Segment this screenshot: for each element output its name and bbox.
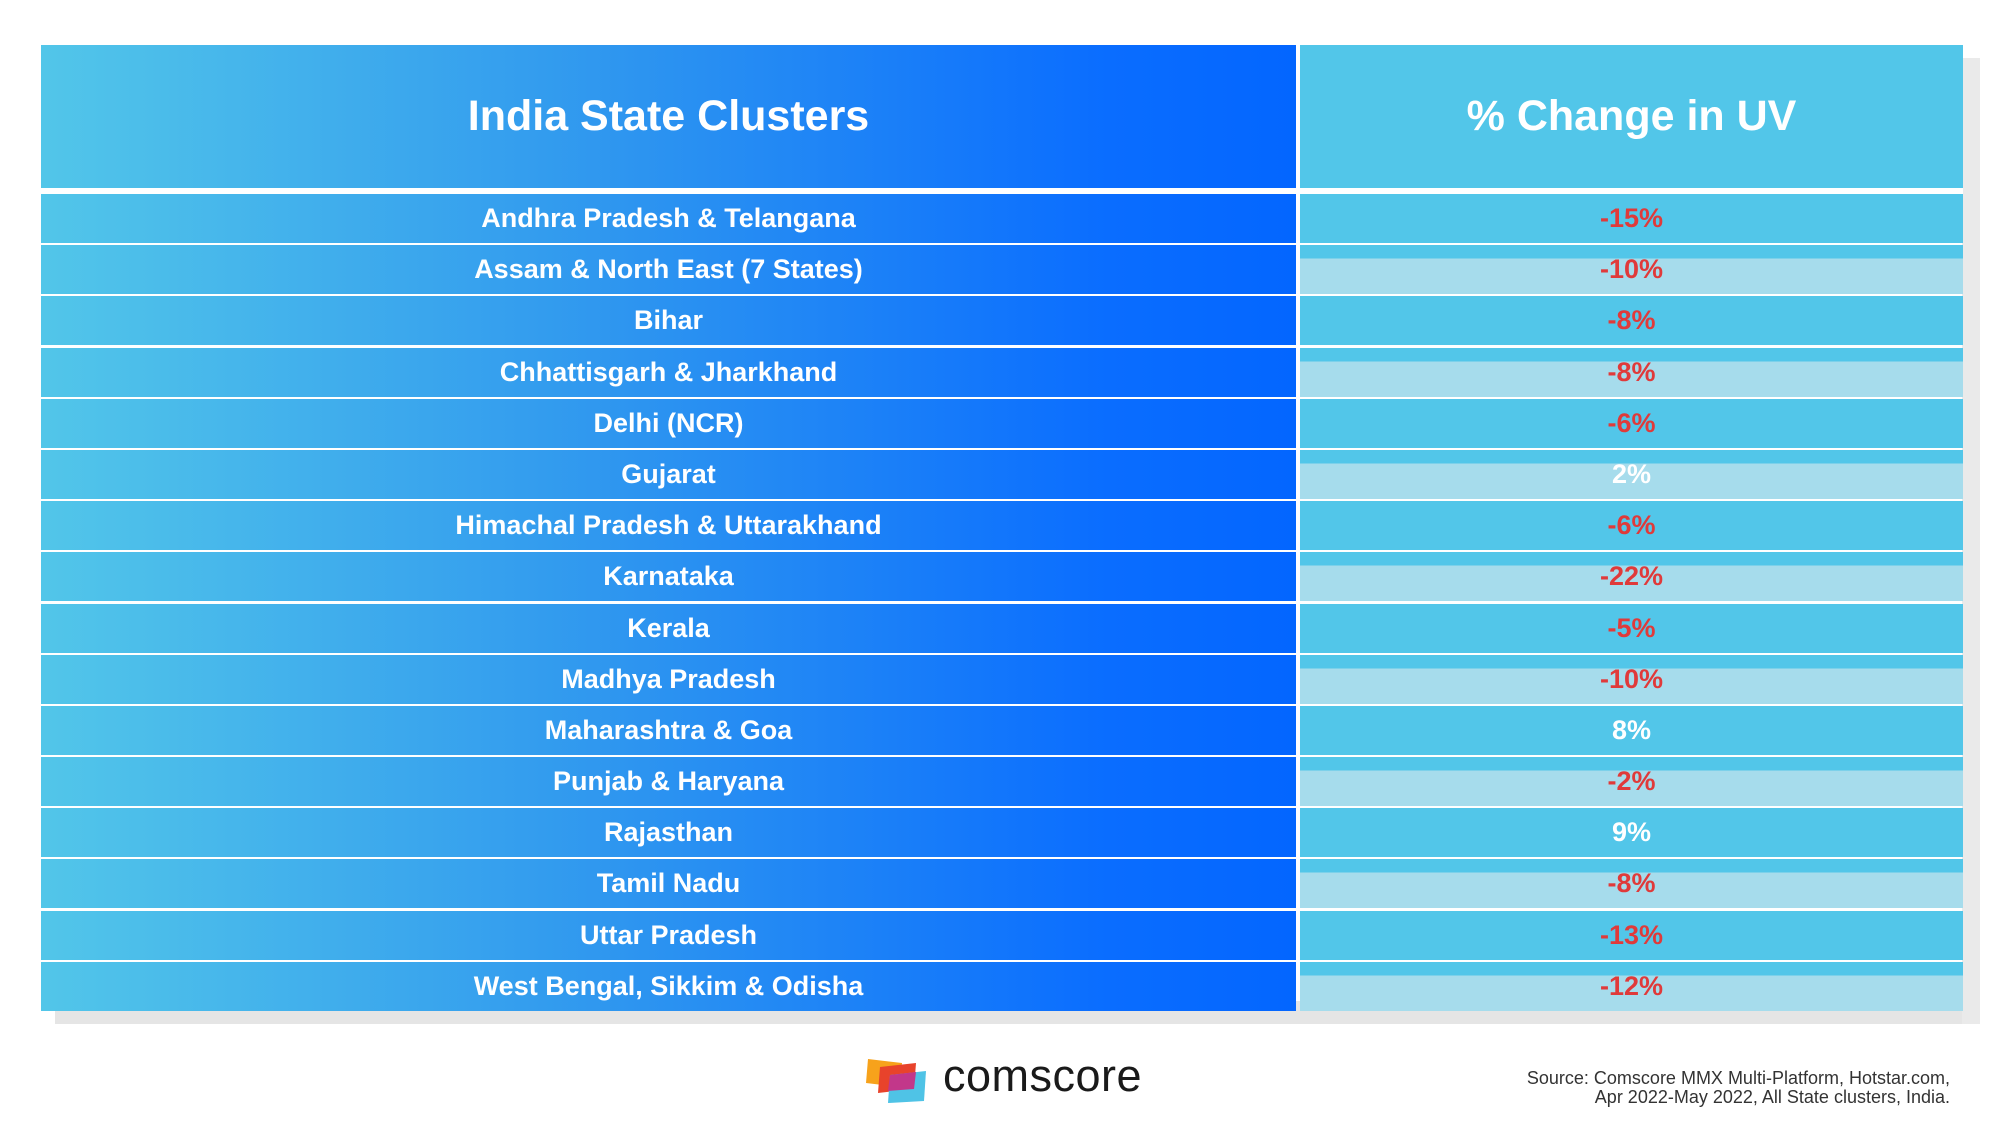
state-cell: Rajasthan: [41, 808, 1296, 858]
table-row: Delhi (NCR) -6%: [41, 398, 1963, 450]
state-cell: Delhi (NCR): [41, 398, 1296, 448]
table-row: Chhattisgarh & Jharkhand -8%: [41, 347, 1963, 399]
change-value-cell: -12%: [1300, 961, 1963, 1011]
state-cell: Maharashtra & Goa: [41, 705, 1296, 755]
table-row: Kerala -5%: [41, 603, 1963, 655]
change-value-cell: -8%: [1300, 296, 1963, 346]
column-header-state: India State Clusters: [41, 45, 1296, 188]
change-value-cell: 8%: [1300, 705, 1963, 755]
state-cell: Madhya Pradesh: [41, 654, 1296, 704]
change-value-cell: -13%: [1300, 910, 1963, 960]
table-shadow-right: [1962, 58, 1980, 1024]
source-note: Source: Comscore MMX Multi-Platform, Hot…: [1527, 1069, 1950, 1107]
table-row: Rajasthan 9%: [41, 808, 1963, 859]
data-table: India State Clusters % Change in UV Andh…: [41, 45, 1963, 1011]
state-cell: Kerala: [41, 603, 1296, 653]
column-header-change: % Change in UV: [1300, 45, 1963, 188]
change-value-cell: 2%: [1300, 449, 1963, 499]
table-row: Himachal Pradesh & Uttarakhand -6%: [41, 501, 1963, 552]
table-row: Gujarat 2%: [41, 449, 1963, 501]
table-row: Bihar -8%: [41, 296, 1963, 347]
table-row: Punjab & Haryana -2%: [41, 757, 1963, 808]
state-cell: West Bengal, Sikkim & Odisha: [41, 961, 1296, 1011]
change-value-cell: -6%: [1300, 501, 1963, 551]
brand-name: comscore: [943, 1050, 1143, 1101]
state-cell: Bihar: [41, 296, 1296, 346]
table-row: Assam & North East (7 States) -10%: [41, 245, 1963, 296]
change-value-cell: -8%: [1300, 859, 1963, 909]
table-row: Andhra Pradesh & Telangana -15%: [41, 194, 1963, 245]
table-body: Andhra Pradesh & Telangana -15% Assam & No…: [41, 194, 1963, 1013]
change-value-cell: -10%: [1300, 245, 1963, 295]
source-line-2: Apr 2022-May 2022, All State clusters, I…: [1594, 1087, 1950, 1107]
table-row: Maharashtra & Goa 8%: [41, 705, 1963, 757]
state-cell: Punjab & Haryana: [41, 757, 1296, 807]
state-cell: Andhra Pradesh & Telangana: [41, 194, 1296, 243]
table-row: Madhya Pradesh -10%: [41, 654, 1963, 706]
state-cell: Chhattisgarh & Jharkhand: [41, 347, 1296, 397]
change-value-cell: -15%: [1300, 194, 1963, 243]
table-row: West Bengal, Sikkim & Odisha -12%: [41, 961, 1963, 1013]
table-row: Uttar Pradesh -13%: [41, 910, 1963, 962]
change-value-cell: -6%: [1300, 398, 1963, 448]
change-value-cell: -10%: [1300, 654, 1963, 704]
change-value-cell: -22%: [1300, 552, 1963, 602]
comscore-logo-icon: [866, 1059, 926, 1103]
state-cell: Karnataka: [41, 552, 1296, 602]
state-cell: Uttar Pradesh: [41, 910, 1296, 960]
state-cell: Gujarat: [41, 449, 1296, 499]
header-separator: [41, 188, 1963, 194]
source-line-1: Source: Comscore MMX Multi-Platform, Hot…: [1526, 1068, 1950, 1088]
state-cell: Himachal Pradesh & Uttarakhand: [41, 501, 1296, 551]
change-value-cell: -2%: [1300, 757, 1963, 807]
change-value-cell: -8%: [1300, 347, 1963, 397]
change-value-cell: 9%: [1300, 808, 1963, 858]
table-row: Tamil Nadu -8%: [41, 859, 1963, 910]
change-value-cell: -5%: [1300, 603, 1963, 653]
state-cell: Assam & North East (7 States): [41, 245, 1296, 295]
table-row: Karnataka -22%: [41, 552, 1963, 603]
state-cell: Tamil Nadu: [41, 859, 1296, 909]
